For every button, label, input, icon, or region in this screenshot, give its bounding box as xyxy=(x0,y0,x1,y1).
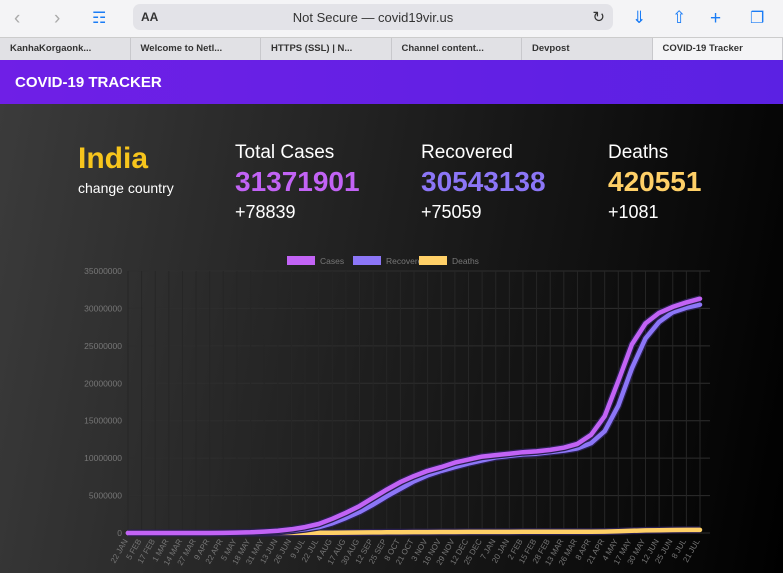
y-tick-label: 25000000 xyxy=(84,341,122,351)
y-tick-label: 10000000 xyxy=(84,453,122,463)
tab[interactable]: Devpost xyxy=(522,38,653,61)
y-tick-label: 0 xyxy=(117,528,122,538)
app-title: COVID-19 TRACKER xyxy=(15,74,162,91)
legend-swatch xyxy=(419,256,447,265)
forward-button[interactable]: › xyxy=(54,8,61,29)
downloads-button[interactable]: ⇓ xyxy=(632,8,647,27)
line xyxy=(125,296,703,536)
text-size-button[interactable]: AA xyxy=(141,10,159,24)
tab[interactable]: Channel content... xyxy=(392,38,522,61)
y-tick-label: 30000000 xyxy=(84,303,122,313)
bookmarks-button[interactable]: ☶ xyxy=(92,10,107,27)
country: India xyxy=(78,142,149,175)
address-bar[interactable]: AA Not Secure — covid19vir.us ↻ xyxy=(133,4,613,30)
stat-label: Recovered xyxy=(421,142,513,163)
stat-new: +1081 xyxy=(608,202,659,222)
tab[interactable]: Welcome to Netl... xyxy=(131,38,261,61)
reload-button[interactable]: ↻ xyxy=(592,9,605,26)
new-tab-button[interactable]: + xyxy=(710,8,722,29)
y-tick-label: 20000000 xyxy=(84,378,122,388)
stat-new: +75059 xyxy=(421,202,482,222)
y-tick-label: 5000000 xyxy=(89,491,122,501)
content: India change country Total Cases 31371901… xyxy=(0,104,783,573)
stat-total: 30543138 xyxy=(421,166,546,197)
legend-label: Deaths xyxy=(452,256,479,266)
url-text: Not Secure — covid19vir.us xyxy=(292,10,454,25)
share-button[interactable]: ⇧ xyxy=(672,8,687,27)
app-header: COVID-19 TRACKER xyxy=(0,60,783,104)
legend-label: Cases xyxy=(320,256,344,266)
y-tick-label: 15000000 xyxy=(84,416,122,426)
stat-new: +78839 xyxy=(235,202,296,222)
toolbar: ‹ › ☶ AA Not Secure — covid19vir.us ↻ ⇓ … xyxy=(0,0,783,37)
stat-total: 420551 xyxy=(608,166,702,197)
legend-label: Recovered xyxy=(386,256,427,266)
tab-bar: KanhaKorgaonk... Welcome to Netl... HTTPS … xyxy=(0,37,783,61)
stat: Deaths 420551 +1081 xyxy=(608,142,701,223)
tabs-button[interactable]: ❐ xyxy=(750,10,765,27)
stat: Recovered 30543138 +75059 xyxy=(421,142,546,223)
stat-label: Total Cases xyxy=(235,142,335,163)
change-country[interactable]: change country xyxy=(78,180,174,196)
tab[interactable]: HTTPS (SSL) | N... xyxy=(261,38,392,61)
y-tick-label: 35000000 xyxy=(84,266,122,276)
stat-total: 31371901 xyxy=(235,166,360,197)
stat: Total Cases 31371901 +78839 xyxy=(235,142,360,223)
legend-swatch xyxy=(353,256,381,265)
legend-swatch xyxy=(287,256,315,265)
back-button[interactable]: ‹ xyxy=(14,8,21,29)
tab[interactable]: KanhaKorgaonk... xyxy=(0,38,131,61)
stat-label: Deaths xyxy=(608,142,669,163)
country-block: India change country xyxy=(78,142,174,196)
